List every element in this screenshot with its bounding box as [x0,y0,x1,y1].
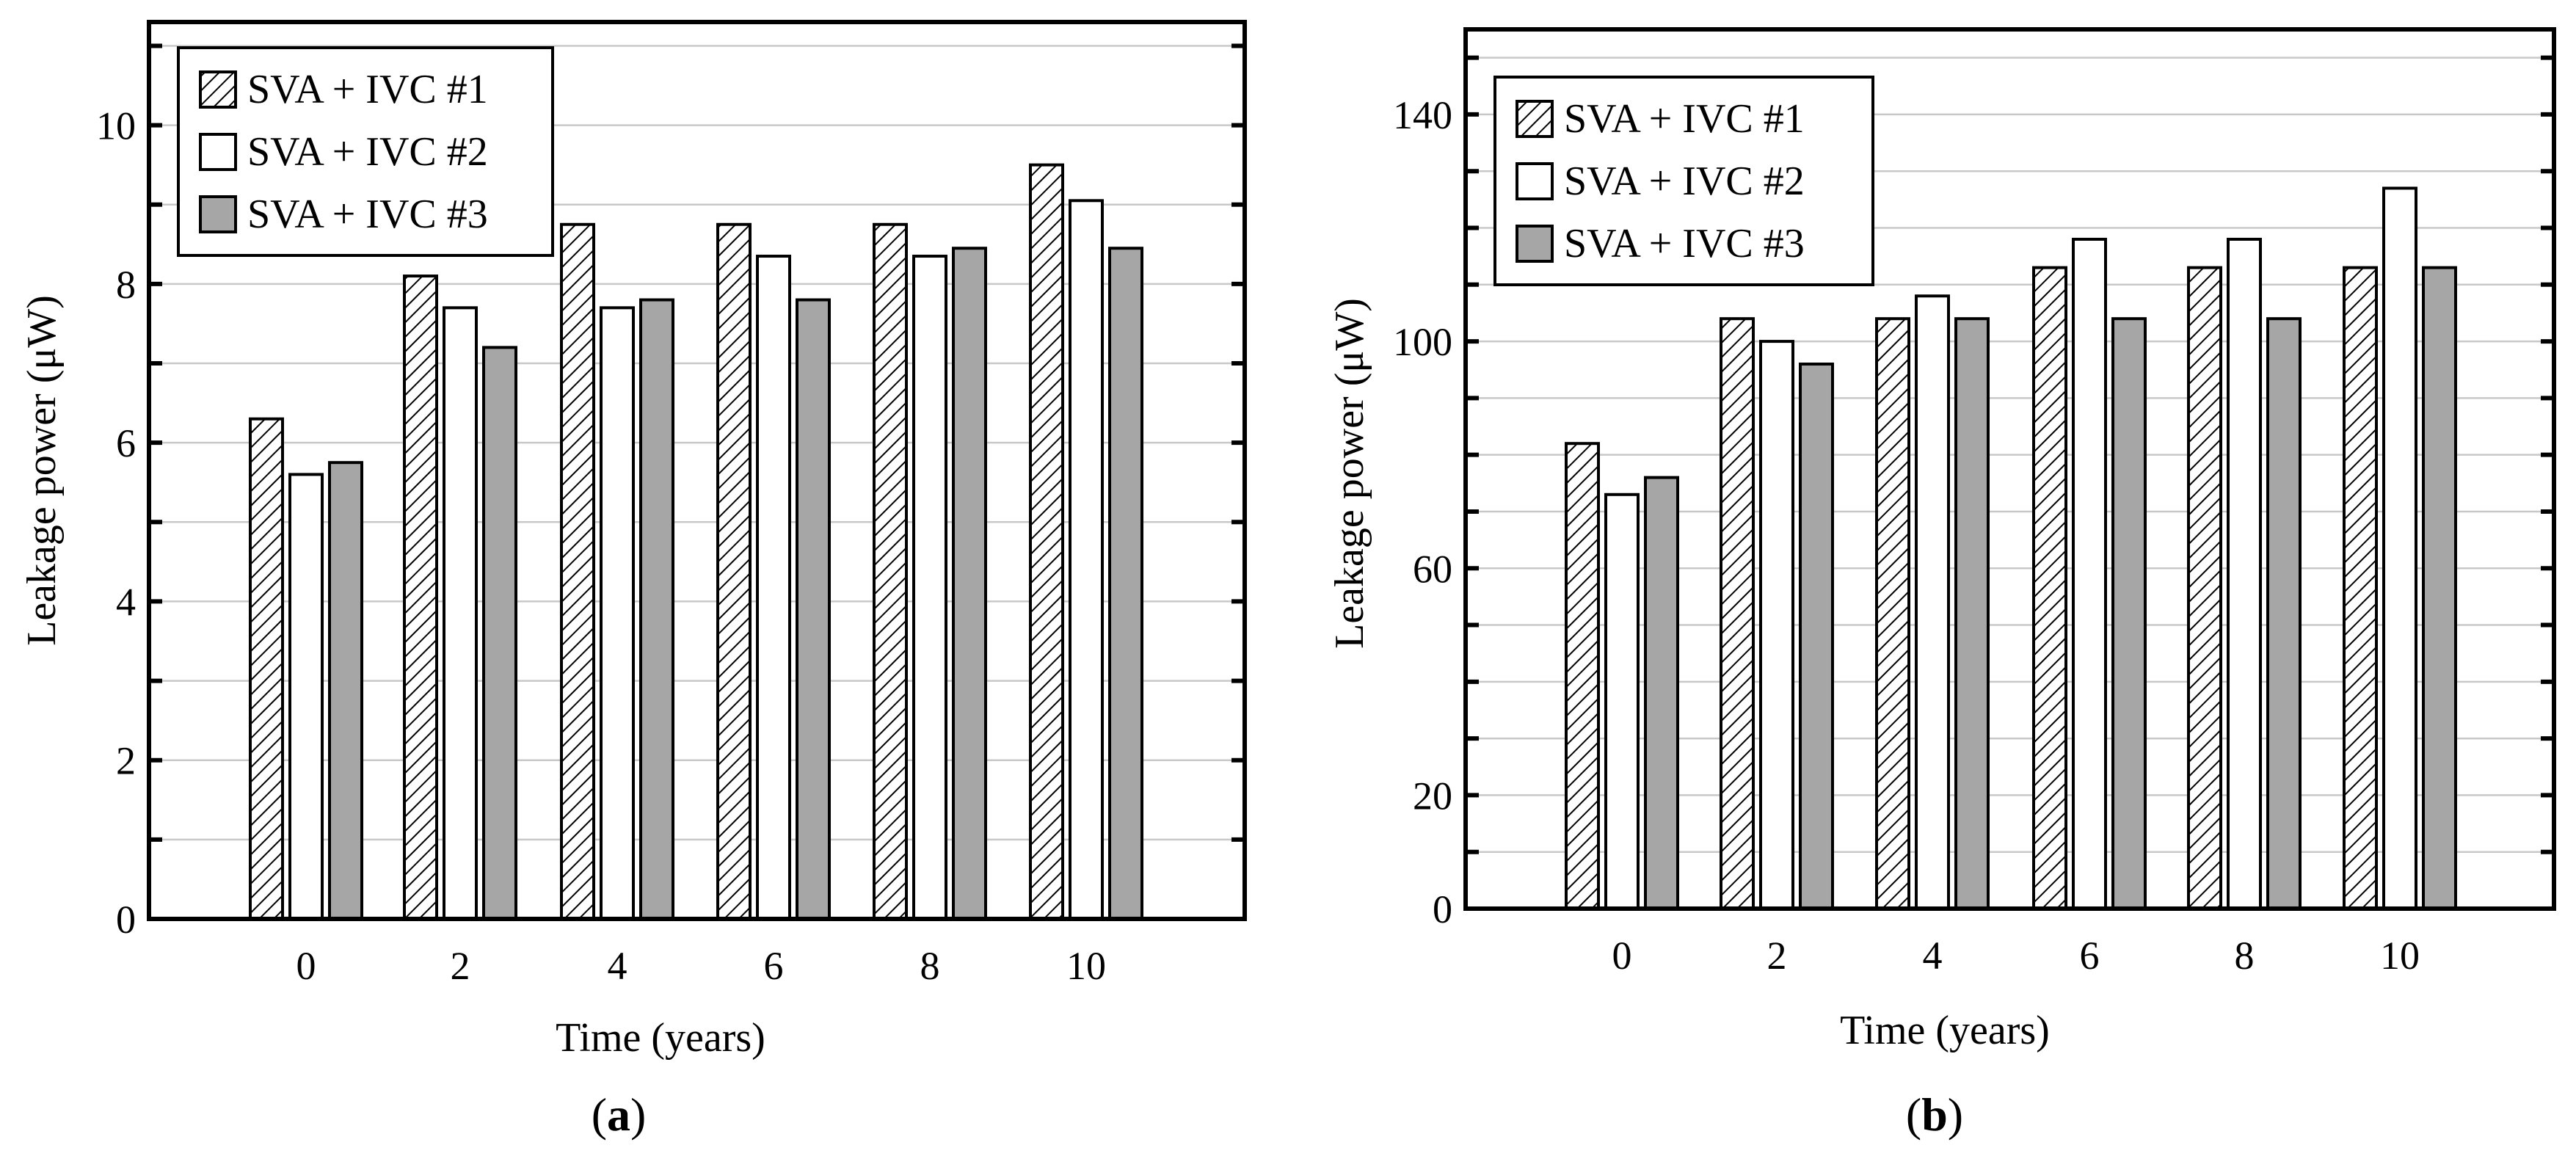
y-tick-label-b: 140 [1393,93,1452,137]
legend-label-b-2: SVA + IVC #2 [1564,159,1805,204]
bar-a-series2-6 [756,255,791,920]
bars-b [1565,186,2457,911]
bar-b-series1-0 [1565,442,1600,910]
legend-label-a-3: SVA + IVC #3 [247,192,488,237]
x-tick-label-a: 10 [1066,944,1106,988]
y-tick-label-b: 100 [1393,320,1452,364]
y-tick-label-a: 10 [96,104,136,148]
panel-label-a: (a) [592,1088,647,1141]
legend-swatch-a-1 [199,70,237,109]
x-tick-label-a: 0 [296,944,316,988]
bar-a-series1-10 [1029,163,1064,920]
x-tick-label-a: 6 [764,944,784,988]
y-tick-label-a: 2 [116,739,136,783]
bar-a-series2-10 [1069,199,1104,920]
bar-b-series2-10 [2382,186,2417,910]
bar-b-series2-2 [1759,340,1794,910]
bar-a-series1-6 [716,222,752,920]
y-tick-label-b: 0 [1433,887,1452,931]
legend-b: SVA + IVC #1 SVA + IVC #2 SVA + IVC #3 [1493,76,1874,286]
bar-a-series3-10 [1108,247,1143,920]
x-tick-label-b: 10 [2380,934,2420,978]
bar-b-series1-6 [2032,266,2067,910]
x-tick-label-b: 6 [2080,934,2100,978]
bar-a-series2-4 [600,306,635,920]
x-tick-label-b: 4 [1923,934,1943,978]
y-tick-label-b: 60 [1413,547,1452,591]
legend-label-a-1: SVA + IVC #1 [247,67,488,112]
bar-a-series3-8 [952,247,987,920]
y-tick-labels-b: 0 20 60 100 140 [1393,93,1452,931]
legend-a: SVA + IVC #1 SVA + IVC #2 SVA + IVC #3 [177,46,554,257]
bar-a-series3-2 [482,346,517,920]
bar-a-series3-0 [328,461,363,920]
bar-b-series3-8 [2266,317,2302,910]
bar-b-series1-2 [1720,317,1755,910]
panel-letter-b: b [1921,1088,1948,1141]
y-tick-label-a: 6 [116,421,136,465]
panel-label-b: (b) [1906,1088,1963,1141]
x-tick-label-a: 2 [451,944,470,988]
bar-a-series1-0 [249,417,284,920]
bar-b-series3-0 [1644,476,1679,910]
legend-box-b [1493,76,1874,286]
legend-box-a [177,46,554,257]
bar-b-series3-10 [2422,266,2457,910]
x-axis-title-b: Time (years) [1840,1008,2050,1053]
y-axis-title-a: Leakage power (μW) [19,295,65,646]
bar-b-series2-8 [2227,237,2262,910]
legend-swatch-b-3 [1516,225,1554,263]
x-tick-labels-b: 0 2 4 6 8 10 [1612,934,2420,978]
bar-a-series3-6 [796,298,831,920]
bar-b-series3-2 [1799,363,1834,911]
chart-panel-b: 0 20 60 100 140 0 2 4 6 8 10 Leakage power (μW) T… [1327,27,2556,1141]
legend-swatch-b-2 [1516,162,1554,200]
plot-frame-b [1463,27,2556,911]
bar-a-series2-0 [288,473,324,920]
x-axis-title-a: Time (years) [556,1015,765,1061]
bar-b-series1-8 [2187,266,2222,910]
y-axis-title-b: Leakage power (μW) [1327,298,1372,649]
y-tick-label-a: 4 [116,580,136,624]
panel-letter-a: a [607,1088,630,1141]
legend-swatch-a-2 [199,133,237,171]
x-tick-label-a: 8 [920,944,940,988]
bar-b-series1-4 [1875,317,1910,910]
bar-b-series3-4 [1954,317,1990,910]
bar-b-series1-10 [2343,266,2378,910]
legend-label-b-3: SVA + IVC #3 [1564,221,1805,266]
legend-swatch-b-1 [1516,100,1554,138]
x-tick-labels-a: 0 2 4 6 8 10 [296,944,1107,988]
chart-panel-a: 0 2 4 6 8 10 0 2 4 6 8 10 Leakage power (μW) Time … [19,20,1247,1141]
legend-label-b-1: SVA + IVC #1 [1564,96,1805,142]
bar-b-series2-4 [1915,294,1950,910]
y-tick-labels-a: 0 2 4 6 8 10 [96,104,136,942]
plot-frame-a [147,20,1247,921]
bar-a-series1-4 [560,222,595,920]
ticks-a [149,43,1245,842]
legend-label-a-2: SVA + IVC #2 [247,129,488,175]
bar-a-series2-8 [912,255,947,920]
bar-a-series3-4 [639,298,674,920]
y-tick-label-a: 8 [116,263,136,307]
bar-b-series3-6 [2111,317,2147,910]
legend-swatch-a-3 [199,195,237,233]
bar-b-series2-6 [2072,237,2107,910]
bar-a-series1-8 [873,222,908,920]
x-tick-label-b: 2 [1767,934,1787,978]
x-tick-label-a: 4 [608,944,627,988]
bar-b-series2-0 [1604,492,1640,910]
y-tick-label-b: 20 [1413,774,1452,818]
x-tick-label-b: 8 [2235,934,2255,978]
bar-a-series1-2 [403,275,438,920]
ticks-b [1466,55,2554,854]
bar-a-series2-2 [443,306,478,920]
x-tick-label-b: 0 [1612,934,1632,978]
y-tick-label-a: 0 [116,898,136,942]
